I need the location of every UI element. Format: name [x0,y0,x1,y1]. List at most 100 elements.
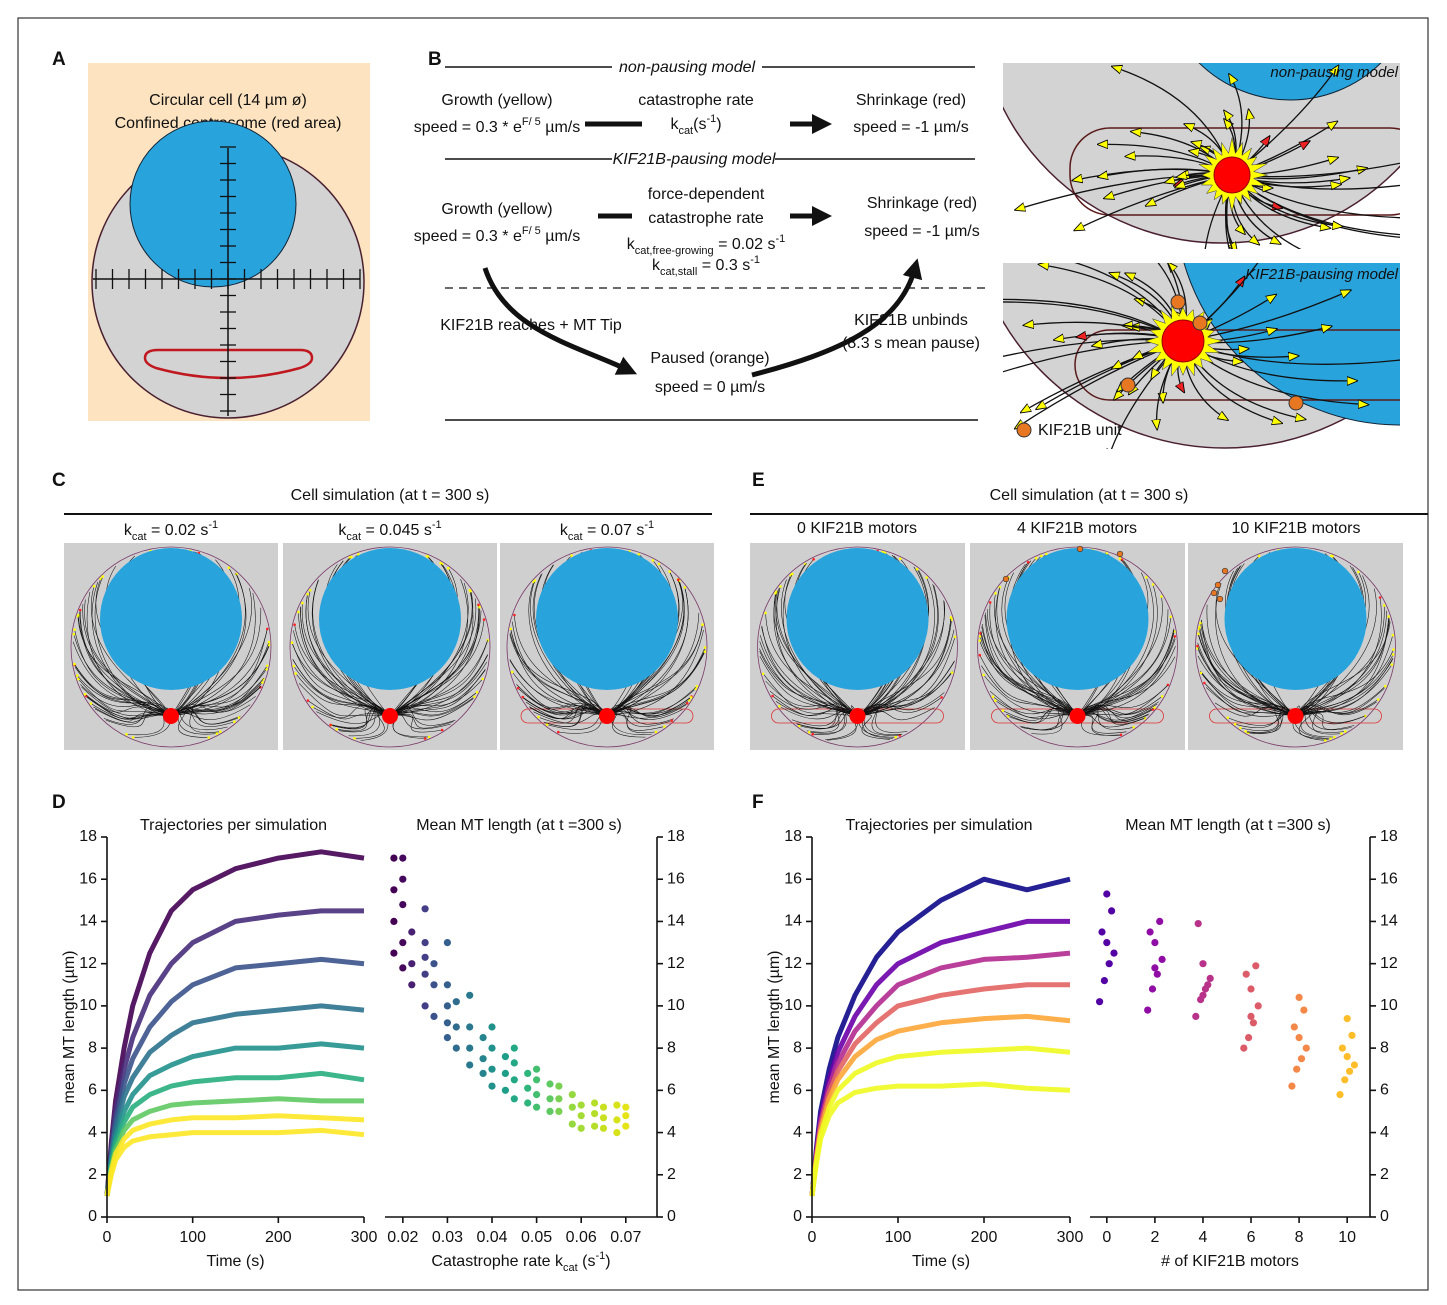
tip [1161,695,1164,698]
tip [125,733,128,736]
kif21b-unit [1211,590,1217,596]
tip [812,558,815,561]
y-tick-label: 0 [88,1208,97,1225]
tip [1199,622,1202,625]
text-part: -1 [706,113,716,125]
tip [261,681,264,684]
point [466,1061,473,1068]
point [511,1059,518,1066]
tip [701,623,704,626]
tip [762,673,765,676]
y-tick-label: 6 [1380,1082,1389,1099]
speed: speed = -1 µm/s [864,223,980,240]
tip [677,578,680,581]
y-tick-label: 2 [1380,1166,1389,1183]
tip [811,733,814,736]
chart-title: Mean MT length (at t =300 s) [1125,817,1331,834]
point [600,1114,607,1121]
tip [335,728,338,731]
text-part: -1 [750,254,760,266]
point [399,855,406,862]
point [1147,928,1154,935]
x-tick-label: 0.07 [610,1229,641,1246]
point [591,1099,598,1106]
y-tick-label: 16 [1380,870,1398,887]
y-tick-label: 4 [88,1124,97,1141]
tip [1120,734,1123,737]
panel-label: E [752,470,765,491]
tip [1145,576,1148,579]
tip [994,699,997,702]
point [511,1076,518,1083]
centrosome [1288,708,1304,724]
y-axis-label: mean MT length (µm) [61,951,78,1104]
point [1151,939,1158,946]
point [466,1023,473,1030]
point [622,1112,629,1119]
tip [473,696,476,699]
x-tick-label: 8 [1295,1229,1304,1246]
x-tick-label: 0.05 [521,1229,552,1246]
point [569,1104,576,1111]
tip [309,589,312,592]
point [1195,920,1202,927]
tip [1132,726,1135,729]
point [591,1110,598,1117]
tip [293,665,296,668]
tip [426,555,429,558]
sim-snapshot [500,543,714,750]
tip [84,693,87,696]
tip [76,674,79,677]
x-tick-label: 200 [971,1229,998,1246]
state: Shrinkage (red) [867,195,977,212]
text-part: F/ 5 [522,225,541,237]
point [591,1123,598,1130]
chart-title: Trajectories per simulation [845,817,1032,834]
point [502,1070,509,1077]
cell-text: Circular cell (14 µm ø) [149,92,307,109]
text-part: = 0.02 s [147,522,209,539]
tip [93,585,96,588]
x-tick-label: 0.02 [387,1229,418,1246]
text-part: = 0.07 s [583,522,645,539]
tip [447,567,450,570]
point [390,886,397,893]
y-tick-label: 4 [793,1124,802,1141]
point [408,960,415,967]
x-tick-label: 100 [179,1229,206,1246]
tip [301,602,304,605]
centrosome [1214,157,1250,193]
tip [1226,716,1229,719]
tip [1239,727,1242,730]
tip [1244,730,1247,733]
y-tick-label: 16 [784,870,802,887]
tip [1035,557,1038,560]
point [1245,1034,1252,1041]
point [533,1091,540,1098]
tip [477,604,480,607]
kif21b-unit [1193,316,1207,330]
y-tick-label: 14 [1380,913,1398,930]
chart-title: Trajectories per simulation [140,817,327,834]
point [1151,964,1158,971]
point [488,1045,495,1052]
sim-snapshot [1188,543,1403,750]
tip [778,705,781,708]
point [613,1129,620,1136]
model-title: KIF21B-pausing model [613,151,776,168]
point [622,1123,629,1130]
chart-title: Mean MT length (at t =300 s) [416,817,622,834]
point [533,1066,540,1073]
sim-snapshot [750,543,965,750]
point [1300,1007,1307,1014]
panel-label: A [52,49,66,70]
tip [219,730,222,733]
point [480,1070,487,1077]
point [1252,962,1259,969]
tip [102,575,105,578]
point [546,1108,553,1115]
y-tick-label: 2 [88,1166,97,1183]
tip [1379,596,1382,599]
point [422,939,429,946]
point [1110,950,1117,957]
